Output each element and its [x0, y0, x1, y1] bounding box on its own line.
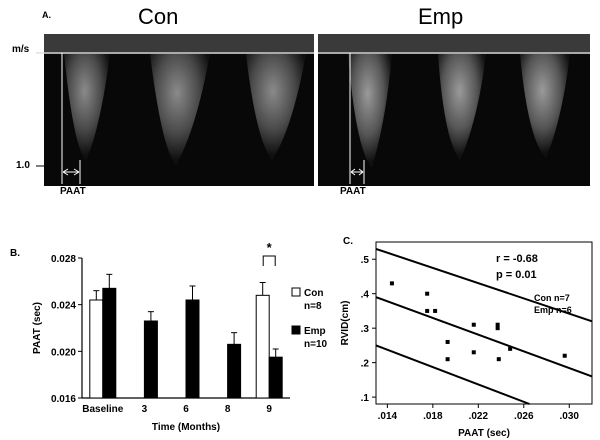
data-point: [445, 339, 450, 344]
x-tick-label: .014: [378, 411, 398, 422]
y-tick-label: .2: [361, 359, 370, 370]
significance-bracket: [262, 255, 276, 266]
data-point: [433, 308, 438, 313]
panel-a-y-tick: 1.0: [16, 160, 30, 171]
data-point: [496, 357, 501, 362]
ci-lower-line: [375, 344, 530, 405]
bar-chart: 0.016 0.020 0.024 0.028 Baseline 3 6 8 9 * Time (M…: [32, 240, 328, 433]
bar: [102, 287, 117, 399]
x-tick-label: .022: [469, 411, 489, 422]
data-point: [508, 346, 513, 351]
legend-label: Con: [304, 288, 323, 299]
data-point: [425, 308, 430, 313]
doppler-lobe: [438, 54, 486, 160]
y-tick-label: .1: [361, 393, 370, 404]
x-tick-label: 3: [142, 404, 148, 415]
ci-upper-line: [375, 247, 593, 323]
data-point: [389, 281, 394, 286]
paat-marker-label-con: PAAT: [60, 186, 86, 197]
panel-a-title-emp: Emp: [418, 4, 464, 29]
y-tick-label: 0.024: [51, 301, 76, 312]
x-tick-label: 6: [183, 404, 189, 415]
scatter-chart: .1 .2 .3 .4 .5 .014 .018 .022 .026 .030 r = -0.68 p…: [340, 241, 593, 439]
y-tick-label: .4: [361, 290, 370, 301]
data-point: [471, 322, 476, 327]
data-point: [562, 353, 567, 358]
group-emp: Emp n=6: [534, 305, 572, 315]
doppler-band-con: [44, 34, 314, 52]
panel-c-label: C.: [343, 236, 353, 247]
y-tick-label: 0.020: [51, 347, 76, 358]
legend-label: Emp: [304, 326, 326, 337]
plot-frame: [375, 241, 593, 405]
paat-marker-label-emp: PAAT: [340, 186, 366, 197]
data-point: [495, 326, 500, 331]
x-tick-label: Baseline: [82, 404, 124, 415]
x-tick-label: .026: [514, 411, 534, 422]
doppler-lobe: [64, 54, 110, 160]
panel-a-y-unit: m/s: [12, 44, 30, 55]
data-point: [425, 291, 430, 296]
significance-mark: *: [267, 240, 273, 255]
y-tick-label: 0.016: [51, 394, 76, 405]
doppler-lobe: [246, 54, 306, 160]
x-axis-title: PAAT (sec): [458, 428, 510, 439]
bar: [143, 320, 158, 399]
panel-b-label: B.: [10, 248, 20, 259]
bar: [89, 299, 104, 399]
x-tick-label: .030: [560, 411, 580, 422]
data-point: [445, 357, 450, 362]
x-tick-label: 8: [225, 404, 231, 415]
group-con: Con n=7: [534, 293, 570, 303]
data-point: [471, 350, 476, 355]
y-axis-title: RVID(cm): [340, 301, 351, 346]
doppler-lobe: [150, 54, 210, 165]
legend-swatch: [291, 325, 301, 335]
bar: [227, 343, 242, 399]
doppler-lobe: [520, 54, 570, 158]
stat-r: r = -0.68: [496, 253, 538, 265]
panel-a-title-con: Con: [138, 4, 179, 29]
doppler-panel: [36, 34, 590, 186]
y-tick-label: .3: [361, 324, 370, 335]
x-tick-label: 9: [266, 404, 272, 415]
x-axis-title: Time (Months): [152, 422, 220, 433]
panel-a-label: A.: [42, 10, 51, 20]
bar: [268, 356, 283, 399]
legend-swatch: [291, 287, 301, 297]
stat-p: p = 0.01: [496, 269, 537, 281]
bar: [255, 294, 270, 399]
y-tick-label: .5: [361, 255, 370, 266]
x-tick-label: .018: [423, 411, 443, 422]
doppler-band-emp: [318, 34, 590, 52]
legend-count: n=10: [304, 339, 328, 350]
legend-count: n=8: [304, 301, 322, 312]
y-axis-title: PAAT (sec): [32, 302, 43, 354]
doppler-lobe: [348, 54, 392, 168]
regression-line: [375, 296, 593, 378]
y-tick-label: 0.028: [51, 254, 76, 265]
data-point: [495, 322, 500, 327]
bar: [185, 299, 200, 399]
